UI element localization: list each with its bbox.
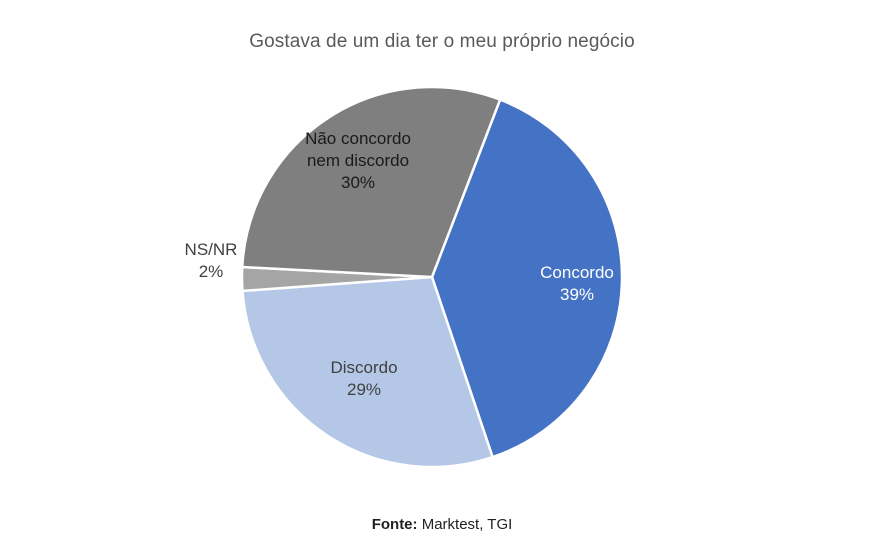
slice-value-label: 39% <box>560 285 594 304</box>
slice-value-label: 2% <box>199 262 224 281</box>
source-label: Fonte: <box>371 516 418 533</box>
slice-category-label: NS/NR <box>185 240 238 259</box>
slice-category-label: nem discordo <box>307 151 409 170</box>
slice-label-concordo: Concordo 39% <box>540 263 614 304</box>
slice-label-nao-concordo-nem-discordo: Não concordo nem discordo 30% <box>305 129 411 192</box>
pie-slice-nao-concordo-nem-discordo <box>241 85 502 279</box>
slice-value-label: 29% <box>347 380 381 399</box>
source-line: Fonte: Marktest, TGI <box>0 516 884 533</box>
slice-category-label: Não concordo <box>305 129 411 148</box>
pie-labels: Concordo 39% Discordo 29% NS/NR 2% Não concord… <box>185 129 614 399</box>
pie-slice-concordo <box>430 98 624 459</box>
slice-category-label: Discordo <box>330 358 397 377</box>
slice-value-label: 30% <box>341 173 375 192</box>
slice-label-ns-nr: NS/NR 2% <box>185 240 238 281</box>
chart-title: Gostava de um dia ter o meu próprio negó… <box>249 31 635 52</box>
slice-label-discordo: Discordo 29% <box>330 358 397 399</box>
pie-slice-discordo <box>241 275 494 469</box>
source-text: Marktest, TGI <box>421 516 513 533</box>
slice-category-label: Concordo <box>540 263 614 282</box>
pie-slices <box>240 85 624 469</box>
